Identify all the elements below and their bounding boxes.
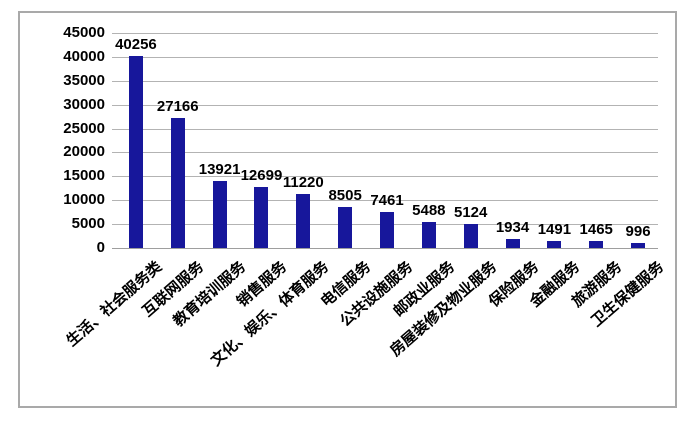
y-axis-tick-label: 0 <box>96 239 105 256</box>
bar-value-label: 1465 <box>579 221 613 238</box>
bar <box>421 221 436 248</box>
y-axis-tick-label: 45000 <box>63 24 105 41</box>
gridline <box>112 33 658 34</box>
bar <box>631 243 646 248</box>
gridline <box>112 104 658 106</box>
y-axis-tick-label: 10000 <box>63 191 105 209</box>
bar-value-label: 5488 <box>412 201 446 219</box>
bar <box>338 207 353 248</box>
bar <box>254 187 269 248</box>
bar-value-label: 1934 <box>495 218 530 236</box>
bar-value-label: 7461 <box>370 192 404 210</box>
bar-value-label: 27166 <box>156 98 199 116</box>
bar <box>128 55 143 248</box>
bar-value-label: 1491 <box>537 220 572 238</box>
bar <box>547 240 562 248</box>
gridline <box>112 128 658 130</box>
bar <box>589 241 604 248</box>
bar <box>212 181 227 248</box>
bar <box>505 238 520 248</box>
x-axis-line <box>112 248 658 249</box>
y-axis-tick-label: 25000 <box>63 119 105 137</box>
bar-value-label: 40256 <box>115 35 157 53</box>
gridline <box>112 200 658 202</box>
gridline <box>112 152 658 154</box>
y-axis-tick-label: 40000 <box>63 47 105 65</box>
y-axis-tick-label: 20000 <box>63 143 105 161</box>
bar-value-label: 12699 <box>240 167 283 185</box>
gridline <box>112 56 658 58</box>
bar <box>296 194 311 248</box>
bar-value-label: 5124 <box>454 203 488 221</box>
bar-value-label: 13921 <box>198 161 241 179</box>
y-axis-tick-label: 5000 <box>71 215 105 233</box>
bar <box>463 223 478 248</box>
bar-value-label: 11220 <box>282 174 324 192</box>
bar <box>170 118 185 248</box>
y-axis-tick-label: 15000 <box>63 167 105 185</box>
gridline <box>112 176 658 178</box>
bar <box>380 212 394 248</box>
bar-value-label: 996 <box>625 223 651 241</box>
bar-value-label: 8505 <box>328 187 362 205</box>
y-axis-tick-label: 35000 <box>63 71 105 89</box>
gridline <box>112 80 658 82</box>
y-axis-tick-label: 30000 <box>63 95 105 113</box>
